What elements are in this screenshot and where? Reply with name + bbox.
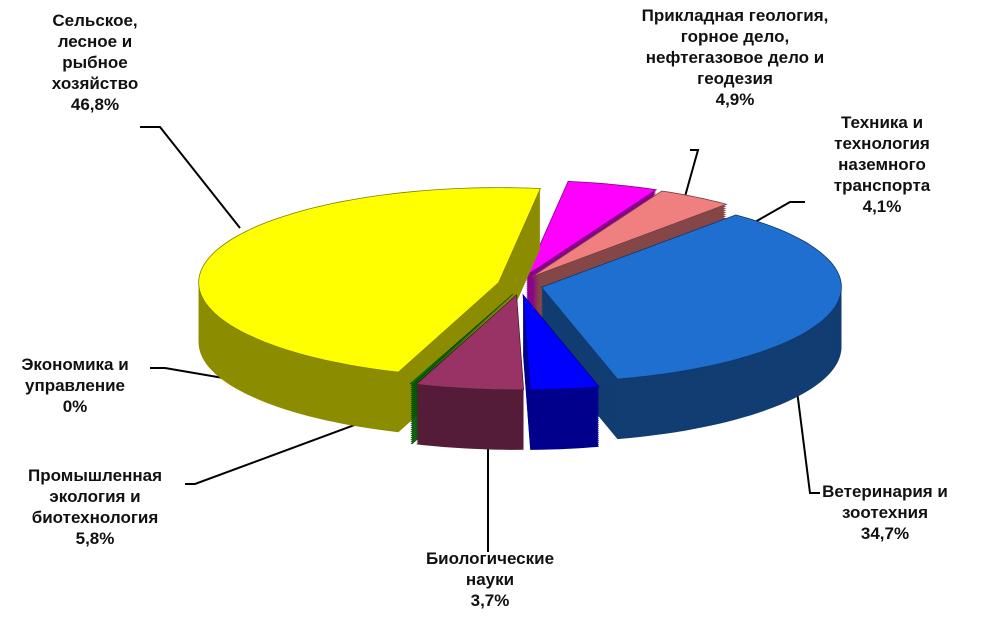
value-label: 4,9% (715, 90, 755, 109)
slice (540, 214, 842, 440)
slice-top (525, 180, 658, 277)
pie (198, 180, 842, 450)
category-name: Ветеринария и зоотехния (822, 482, 948, 522)
category-name: Экономика и управление (21, 355, 129, 395)
slice-label: Промышленная экология и биотехнология 5,8… (3, 465, 188, 549)
slice-top (540, 214, 842, 380)
slice (522, 293, 600, 450)
slice-top (415, 294, 525, 391)
value-label: 3,7% (470, 591, 510, 610)
leader-line (754, 201, 805, 223)
slice-top (198, 187, 542, 373)
slice-top (409, 294, 513, 385)
slice (415, 294, 525, 450)
category-name: Биологические науки (425, 549, 555, 589)
slice-side (410, 296, 513, 386)
slice-label: Техника и технология наземного транспорт… (820, 112, 945, 217)
leader-lines (140, 126, 820, 552)
value-label: 4,1% (862, 197, 902, 216)
category-name: Техника и технология наземного транспорт… (833, 113, 931, 195)
leader-line (140, 126, 241, 229)
slice-label: Экономика и управление 0% (5, 354, 145, 417)
slice-label: Прикладная геология, горное дело, нефтег… (640, 5, 830, 110)
value-label: 46,8% (70, 95, 120, 114)
slice-label: Сельское, лесное и рыбное хозяйство 46,8% (30, 10, 160, 115)
leader-line (185, 409, 396, 485)
slice-top (531, 190, 728, 277)
slice (198, 187, 542, 433)
leader-line (683, 149, 700, 201)
category-name: Промышленная экология и биотехнология (28, 466, 162, 527)
value-label: 34,7% (860, 524, 910, 543)
category-name: Прикладная геология, горное дело, нефтег… (641, 6, 829, 88)
value-label: 5,8% (75, 529, 115, 548)
category-name: Сельское, лесное и рыбное хозяйство (51, 11, 139, 93)
leader-line (794, 374, 820, 494)
slice-top (522, 293, 600, 391)
slice-label: Ветеринария и зоотехния 34,7% (810, 481, 960, 544)
slice-label: Биологические науки 3,7% (405, 548, 575, 611)
value-label: 0% (62, 397, 88, 416)
